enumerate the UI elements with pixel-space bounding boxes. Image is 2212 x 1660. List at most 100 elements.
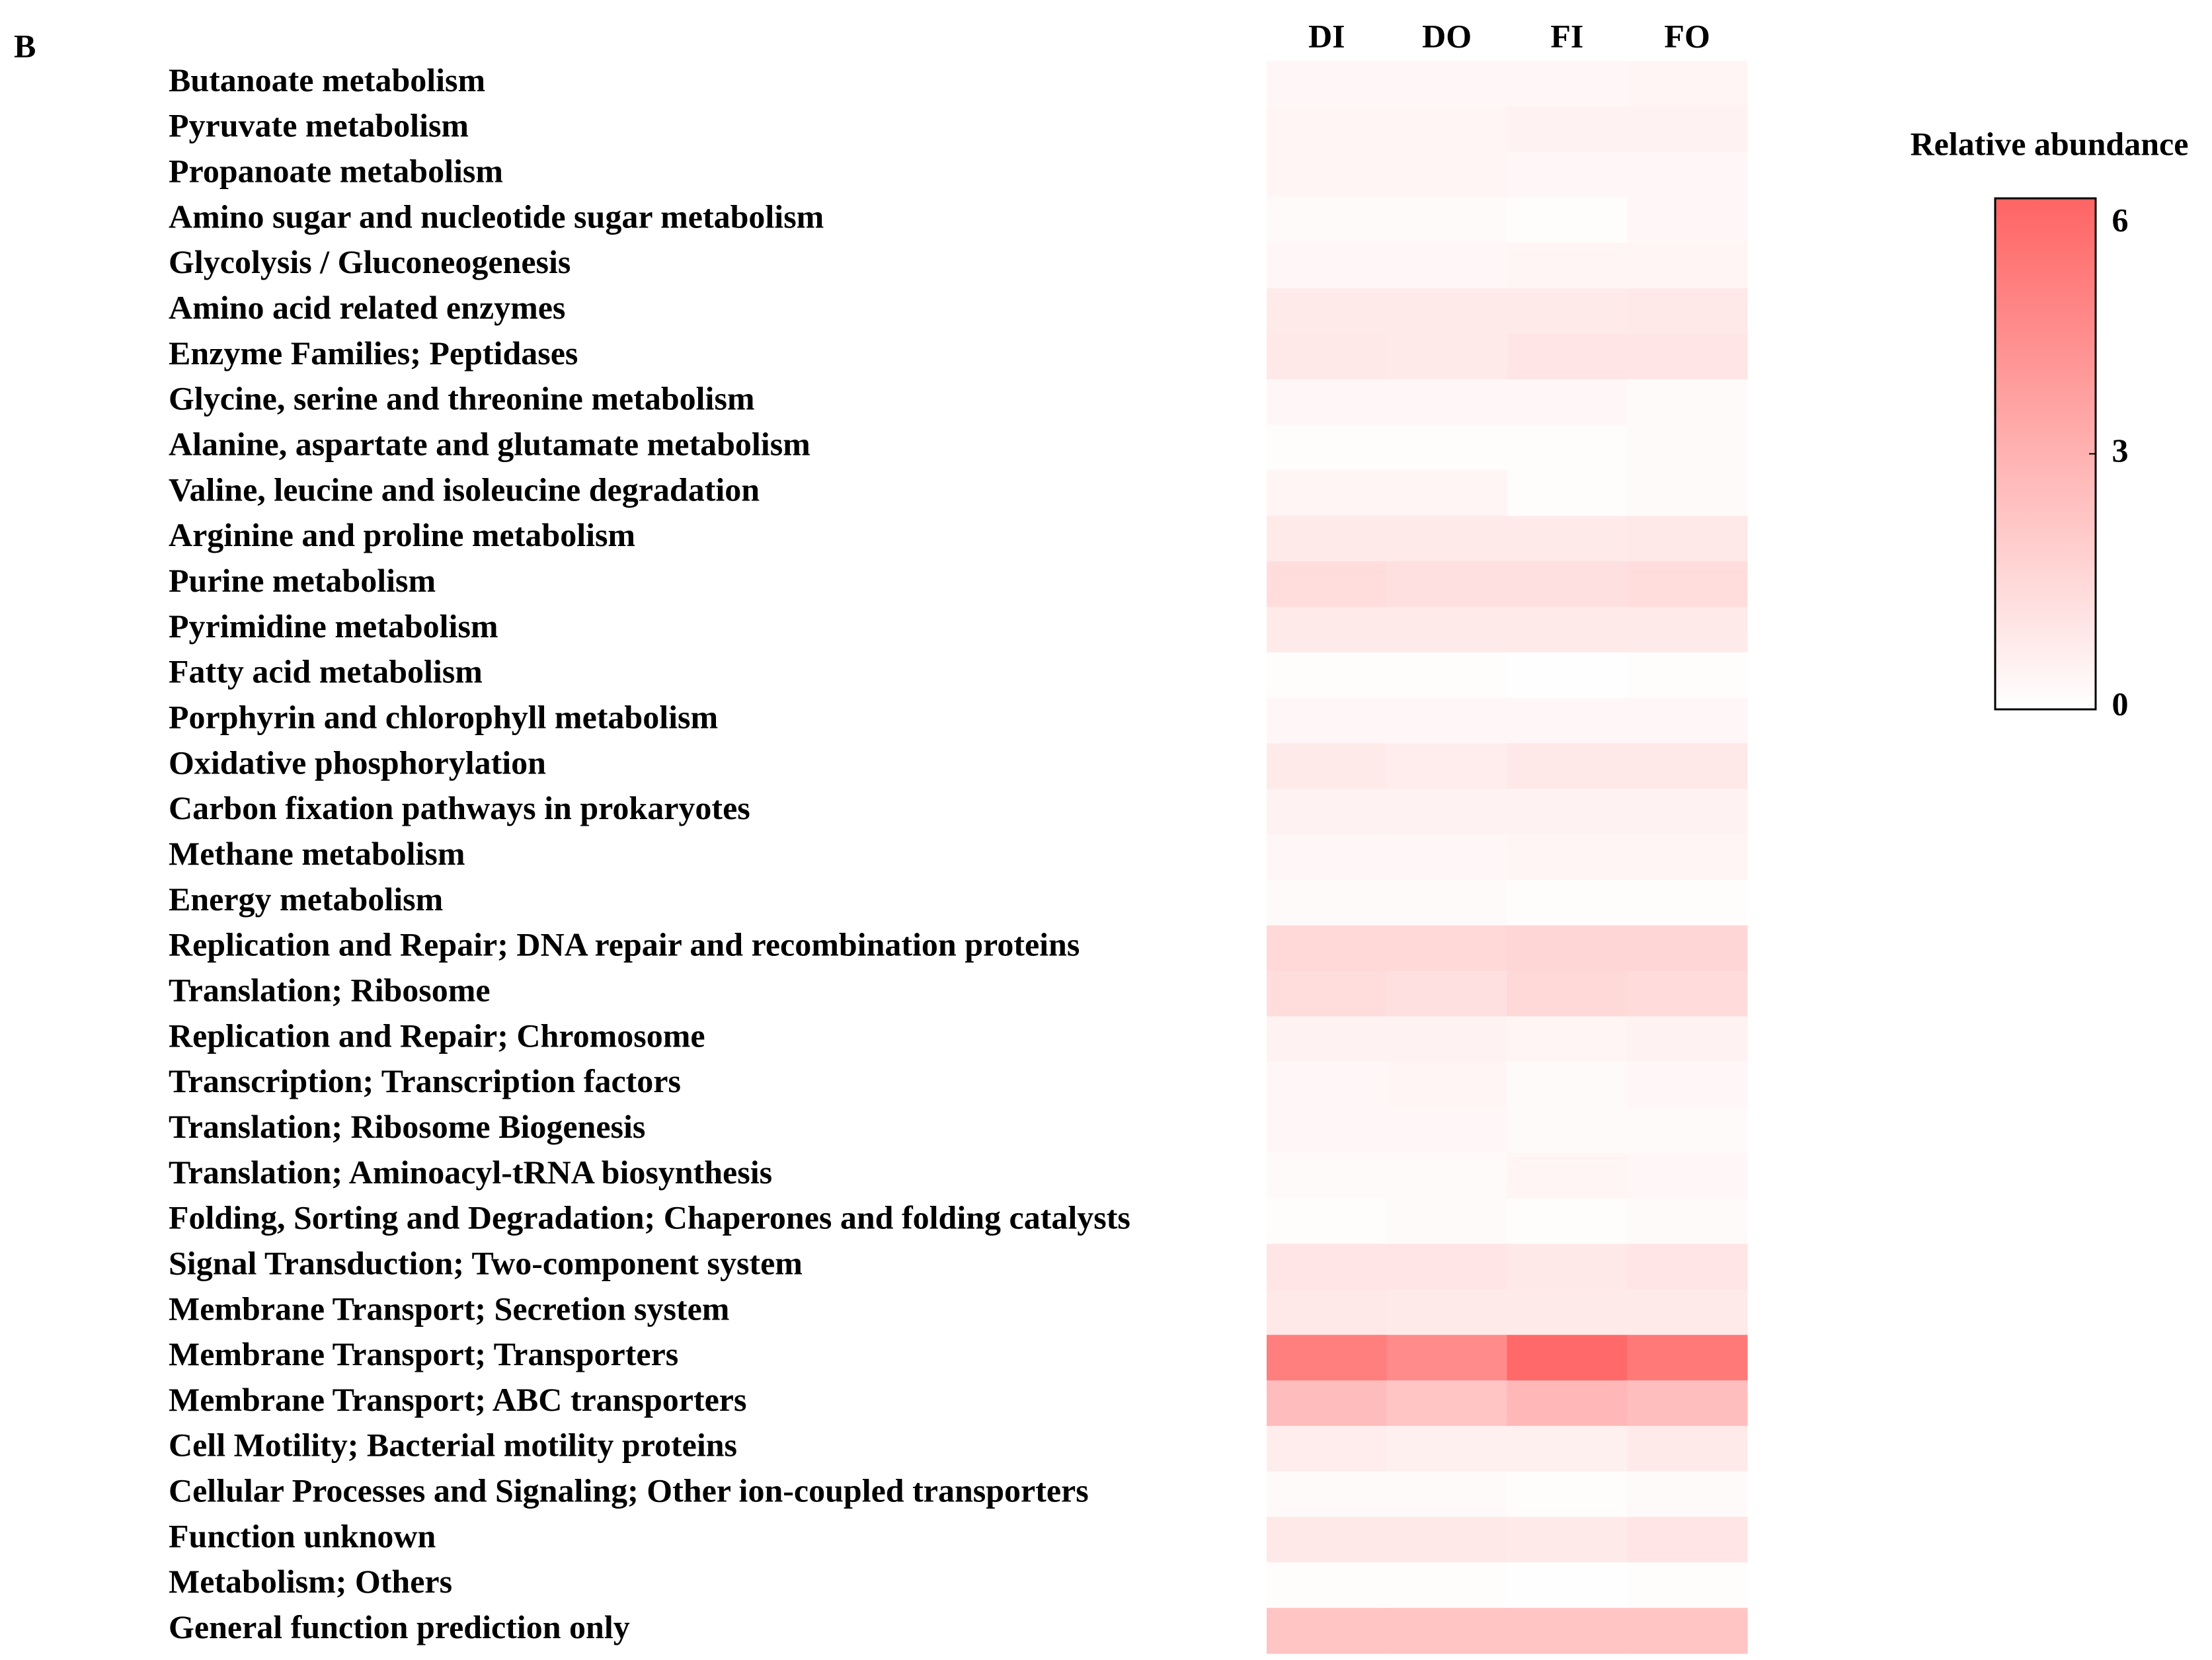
heatmap-cell — [1507, 1062, 1628, 1108]
heatmap-cell — [1267, 61, 1388, 107]
heatmap-cell — [1507, 1289, 1628, 1335]
heatmap-cell — [1507, 789, 1628, 835]
column-label: DI — [1308, 17, 1345, 54]
column-label: FI — [1550, 17, 1583, 54]
heatmap-cell — [1386, 516, 1508, 562]
heatmap-cell — [1627, 288, 1748, 335]
heatmap-cell — [1267, 1608, 1388, 1654]
colorbar-tick-label: 3 — [2112, 432, 2129, 469]
row-label: Arginine and proline metabolism — [169, 516, 635, 553]
heatmap-cell — [1627, 151, 1748, 198]
row-label: Replication and Repair; Chromosome — [169, 1017, 705, 1054]
heatmap-cell — [1507, 1335, 1628, 1381]
row-label: Amino sugar and nucleotide sugar metabol… — [169, 198, 824, 235]
heatmap-cell — [1386, 1016, 1508, 1062]
heatmap-cell — [1386, 470, 1508, 516]
heatmap-cell — [1507, 1562, 1628, 1608]
heatmap-cell — [1507, 561, 1628, 608]
heatmap-cell — [1386, 1335, 1508, 1381]
heatmap-cell — [1267, 106, 1388, 153]
heatmap-cell — [1627, 197, 1748, 243]
row-label: Translation; Ribosome — [169, 971, 491, 1008]
heatmap-cell — [1267, 333, 1388, 380]
heatmap-cell — [1267, 697, 1388, 744]
heatmap-cell — [1627, 561, 1748, 608]
heatmap-cell — [1627, 1244, 1748, 1290]
heatmap-cell — [1507, 1425, 1628, 1472]
heatmap-cell — [1267, 1380, 1388, 1427]
heatmap-cell — [1267, 470, 1388, 516]
heatmap-cell — [1627, 1380, 1748, 1427]
heatmap-cell — [1627, 834, 1748, 881]
heatmap-cell — [1627, 243, 1748, 289]
heatmap-cells — [1267, 61, 1748, 1654]
row-label: Oxidative phosphorylation — [169, 744, 546, 781]
row-label: Amino acid related enzymes — [169, 289, 565, 326]
heatmap-cell — [1386, 834, 1508, 881]
colorbar-tick-label: 0 — [2112, 685, 2129, 722]
heatmap-cell — [1627, 1425, 1748, 1472]
heatmap-cell — [1267, 789, 1388, 835]
heatmap-cell — [1507, 1152, 1628, 1199]
heatmap-cell — [1627, 1107, 1748, 1154]
row-label: Carbon fixation pathways in prokaryotes — [169, 789, 750, 826]
heatmap-cell — [1267, 561, 1388, 608]
heatmap-cell — [1627, 652, 1748, 699]
heatmap-cell — [1627, 1562, 1748, 1608]
heatmap-cell — [1386, 1289, 1508, 1335]
heatmap-cell — [1507, 106, 1628, 153]
heatmap-cell — [1267, 970, 1388, 1017]
heatmap-cell — [1386, 61, 1508, 107]
heatmap-cell — [1627, 424, 1748, 471]
heatmap-cell — [1386, 561, 1508, 608]
row-label: Metabolism; Others — [169, 1563, 452, 1600]
heatmap-cell — [1507, 151, 1628, 198]
row-label: General function prediction only — [169, 1608, 630, 1645]
heatmap-cell — [1386, 1380, 1508, 1427]
heatmap-cell — [1267, 243, 1388, 289]
row-label: Cell Motility; Bacterial motility protei… — [169, 1427, 737, 1464]
heatmap-cell — [1627, 1289, 1748, 1335]
heatmap-cell — [1386, 379, 1508, 426]
heatmap-cell — [1386, 243, 1508, 289]
heatmap-cell — [1386, 1608, 1508, 1654]
heatmap-cell — [1386, 1562, 1508, 1608]
heatmap-cell — [1627, 516, 1748, 562]
heatmap-cell — [1267, 1016, 1388, 1062]
row-label: Folding, Sorting and Degradation; Chaper… — [169, 1199, 1130, 1236]
heatmap-cell — [1627, 743, 1748, 789]
heatmap-cell — [1386, 1152, 1508, 1199]
colorbar-title: Relative abundance — [1911, 125, 2189, 162]
row-label: Glycine, serine and threonine metabolism — [169, 380, 755, 417]
heatmap-cell — [1507, 243, 1628, 289]
row-label: Membrane Transport; Secretion system — [169, 1290, 729, 1327]
heatmap-cell — [1507, 1244, 1628, 1290]
heatmap-cell — [1627, 1517, 1748, 1563]
heatmap-cell — [1386, 106, 1508, 153]
heatmap-cell — [1386, 151, 1508, 198]
row-label: Enzyme Families; Peptidases — [169, 335, 578, 372]
row-label: Butanoate metabolism — [169, 61, 485, 99]
heatmap-cell — [1267, 1335, 1388, 1381]
heatmap-cell — [1386, 697, 1508, 744]
heatmap-cell — [1507, 925, 1628, 972]
row-label: Pyrimidine metabolism — [169, 608, 498, 645]
colorbar-tick-label: 6 — [2112, 201, 2129, 238]
column-label: DO — [1422, 17, 1472, 54]
heatmap-cell — [1386, 288, 1508, 335]
heatmap-cell — [1627, 1152, 1748, 1199]
heatmap-cell — [1267, 1517, 1388, 1563]
heatmap-cell — [1627, 879, 1748, 926]
heatmap-cell — [1267, 1198, 1388, 1245]
heatmap-cell — [1627, 789, 1748, 835]
row-label: Glycolysis / Gluconeogenesis — [169, 243, 571, 280]
heatmap-cell — [1627, 470, 1748, 516]
colorbar — [1994, 197, 2097, 711]
heatmap-cell — [1267, 925, 1388, 972]
heatmap-cell — [1386, 1517, 1508, 1563]
heatmap-cell — [1386, 1198, 1508, 1245]
heatmap-cell — [1386, 1244, 1508, 1290]
row-label: Cellular Processes and Signaling; Other … — [169, 1472, 1089, 1509]
row-label: Membrane Transport; Transporters — [169, 1335, 678, 1372]
